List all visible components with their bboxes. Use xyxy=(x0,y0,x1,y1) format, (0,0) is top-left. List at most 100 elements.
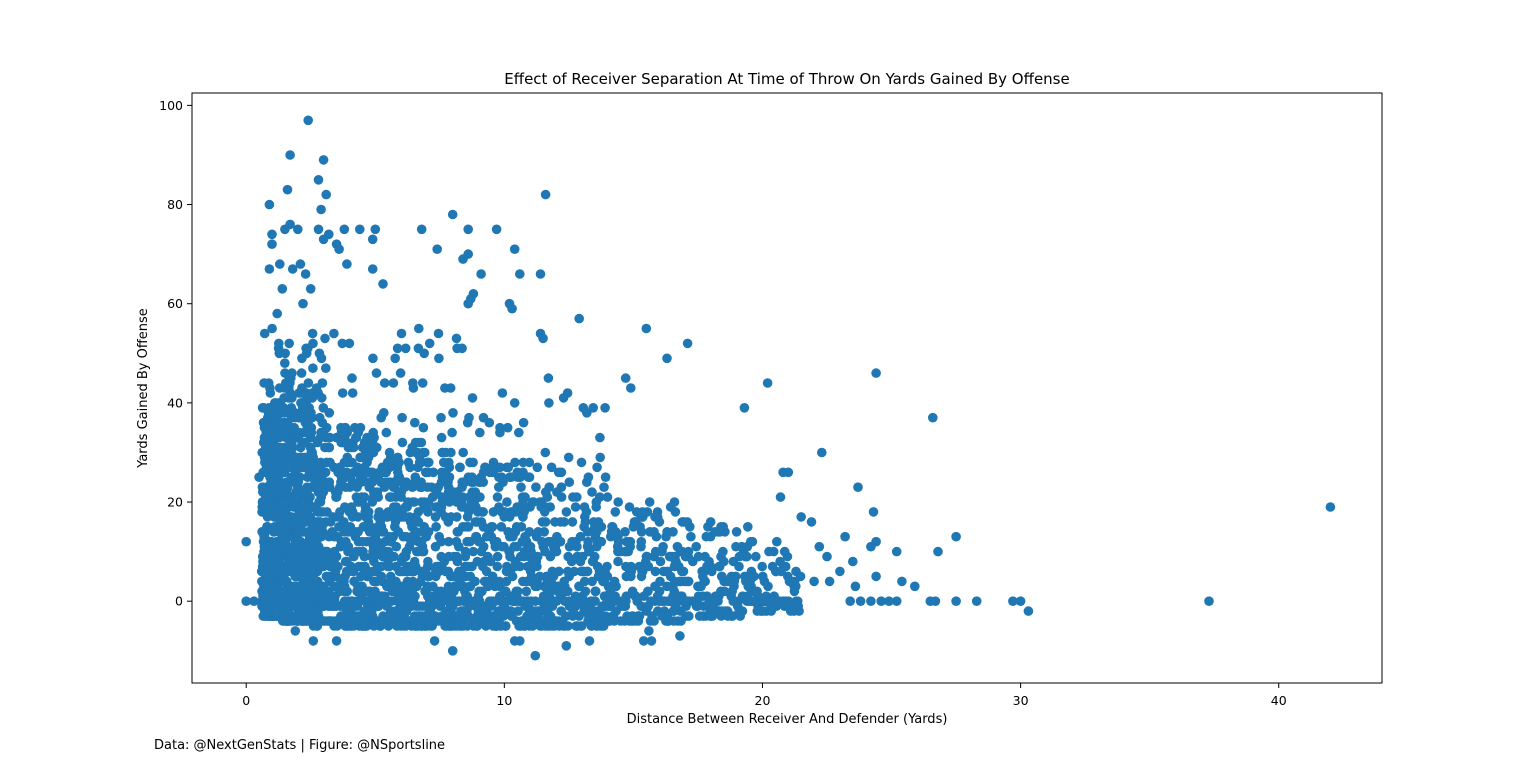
data-point xyxy=(775,556,785,567)
data-point xyxy=(413,546,424,557)
data-point xyxy=(513,586,523,597)
data-point xyxy=(293,527,303,537)
data-point xyxy=(329,328,339,339)
data-point xyxy=(355,224,365,235)
data-point xyxy=(451,497,462,507)
data-point xyxy=(502,497,512,507)
data-point xyxy=(347,373,357,383)
data-point xyxy=(518,497,528,507)
data-point xyxy=(434,531,445,542)
data-point xyxy=(258,536,269,547)
data-point xyxy=(416,224,427,235)
data-point xyxy=(478,507,489,517)
data-point xyxy=(596,536,607,547)
data-point xyxy=(478,477,489,488)
data-point xyxy=(599,482,609,493)
data-point xyxy=(452,512,462,522)
data-point xyxy=(375,517,386,527)
data-point xyxy=(289,546,300,557)
data-point xyxy=(382,616,392,626)
data-point xyxy=(344,482,355,493)
data-point xyxy=(437,596,447,606)
data-point xyxy=(468,546,479,557)
data-point xyxy=(308,363,318,374)
data-point xyxy=(518,417,529,428)
data-point xyxy=(665,502,676,512)
data-point xyxy=(702,561,712,572)
data-point xyxy=(315,457,326,468)
data-point xyxy=(440,383,450,393)
data-point xyxy=(333,487,343,497)
data-point xyxy=(403,581,414,592)
data-point xyxy=(382,512,393,522)
data-point xyxy=(475,616,486,626)
data-point xyxy=(391,541,402,552)
data-point xyxy=(257,482,268,493)
data-point xyxy=(360,566,371,577)
data-point xyxy=(481,566,492,577)
data-point xyxy=(312,507,323,517)
data-point xyxy=(472,596,483,606)
data-point xyxy=(492,551,503,562)
data-point xyxy=(367,264,378,274)
data-point xyxy=(464,507,474,517)
data-point xyxy=(855,596,866,606)
data-point xyxy=(584,611,594,621)
data-point xyxy=(728,596,738,606)
data-point xyxy=(626,383,636,393)
data-point xyxy=(644,497,655,507)
data-point xyxy=(312,581,323,592)
data-point xyxy=(591,527,602,537)
data-point xyxy=(336,427,347,438)
data-point xyxy=(443,477,453,488)
data-point xyxy=(438,447,448,458)
data-point xyxy=(684,611,694,621)
data-point xyxy=(682,596,693,606)
data-point xyxy=(411,527,422,537)
data-point xyxy=(424,338,435,349)
data-point xyxy=(464,596,475,606)
data-point xyxy=(285,219,295,230)
data-point xyxy=(290,626,301,636)
data-point xyxy=(446,596,456,606)
data-point xyxy=(368,447,379,458)
data-point xyxy=(515,636,525,646)
data-point xyxy=(288,408,298,418)
data-point xyxy=(290,536,301,547)
data-point xyxy=(532,462,543,473)
data-point xyxy=(655,556,666,567)
data-point xyxy=(376,477,386,488)
data-point xyxy=(563,566,573,577)
data-point xyxy=(428,467,439,478)
data-point xyxy=(682,338,693,349)
data-point xyxy=(719,586,730,597)
x-tick-label: 20 xyxy=(755,693,771,708)
data-point xyxy=(308,636,319,646)
data-point xyxy=(707,611,718,621)
data-point xyxy=(641,323,652,334)
data-point xyxy=(369,432,379,443)
data-point xyxy=(544,482,554,493)
data-point xyxy=(884,596,894,606)
data-point xyxy=(467,393,478,403)
data-point xyxy=(276,576,286,587)
data-point xyxy=(296,368,307,378)
data-point xyxy=(891,546,902,557)
data-point xyxy=(519,507,529,517)
data-point xyxy=(436,412,446,423)
data-point xyxy=(367,234,378,245)
data-point xyxy=(644,626,654,636)
data-point xyxy=(576,457,587,468)
data-point xyxy=(665,596,675,606)
chart-title: Effect of Receiver Separation At Time of… xyxy=(504,70,1069,88)
data-point xyxy=(615,546,626,557)
data-point xyxy=(876,596,886,606)
data-point xyxy=(359,596,370,606)
data-point xyxy=(971,596,982,606)
data-point xyxy=(408,383,419,393)
data-point xyxy=(632,596,642,606)
data-point xyxy=(269,522,280,532)
data-point xyxy=(403,497,413,507)
y-tick-label: 20 xyxy=(167,495,183,510)
data-point xyxy=(451,333,462,344)
